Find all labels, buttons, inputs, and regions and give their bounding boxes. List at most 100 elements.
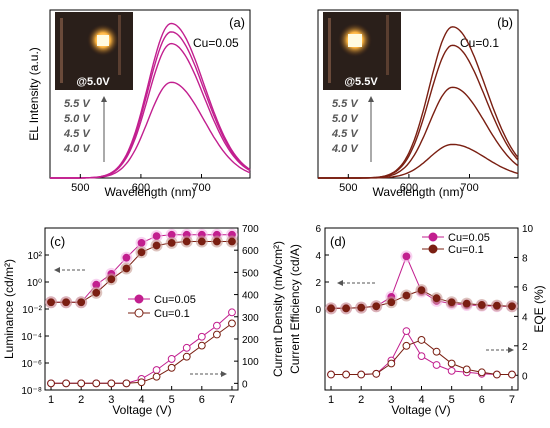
panel-d-ce-cu01-point [327,304,335,313]
panel-b: Wavelength (nm) (b) Cu=0.1 @5.5V 500 600 7… [317,9,519,199]
panel-a-xtick-label: 600 [132,182,150,194]
panel-a-annotation: Cu=0.05 [193,36,239,50]
panel-c-ytick-right-label: 500 [242,268,259,279]
panel-c-ytick-label: 10⁻² [22,305,42,316]
panel-c-ytick-right-label: 700 [242,224,259,235]
panel-c-ylabel-right: Current Density (mA/cm²) [271,241,285,377]
panel-d-ce-cu01-point [492,301,501,310]
panel-d: Current Efficiency (cd/A) EQE (%) Voltag… [288,224,546,417]
panel-d-ytick-label: 2 [315,278,321,289]
panel-a-label: (a) [229,15,245,30]
panel-d-ytick-right-label: 10 [522,224,534,235]
panel-d-ytick-label: 6 [315,224,321,235]
panel-c-xtick-label: 2 [78,394,84,406]
panel-c-xtick-label: 4 [138,394,144,406]
panel-c-current-cu005-point [152,366,161,374]
panel-d-ce-cu01-point [402,291,411,300]
panel-b-voltage-label: 5.5 V [332,98,359,110]
panel-d-xlabel: Voltage (V) [391,403,450,417]
panel-d-ce-cu01-point [432,294,441,303]
panel-d-legend: Cu=0.05 Cu=0.1 [422,232,490,256]
panel-c-ytick-right-label: 300 [242,313,259,324]
panel-b-frame [317,9,519,179]
panel-d-ce-cu01-point [342,304,351,313]
panel-c-luminance-cu01-point [77,298,86,307]
panel-d-eqe-cu01-point [402,341,411,350]
panel-c-luminance-cu01-point [212,237,221,246]
panel-c-luminance-cu01-point [228,237,236,246]
panel-c-current-cu01-point [212,330,221,339]
panel-d-ytick-right-label: 0 [522,371,528,382]
panel-d-ytick-right-label: 6 [522,283,528,294]
panel-d-eqe-cu01-point [357,370,366,379]
panel-c-ylabel: Luminance (cd/m²) [2,259,16,359]
panel-d-eqe-cu01-point [508,370,516,379]
panel-c-ytick-right-label: 0 [242,379,248,390]
panel-d-ylabel-right: EQE (%) [532,285,546,332]
panel-d-eqe-cu005-point [432,361,441,369]
panel-c-current-cu005-point [197,332,206,341]
panel-c: Luminance (cd/m²) Current Density (mA/cm… [2,224,285,417]
panel-a-xtick-label: 500 [71,182,89,194]
panel-c-current-cu01-point [107,379,116,388]
panel-d-ce-cu01-point [447,298,456,307]
panel-d-frame [324,227,519,391]
panel-c-xtick-label: 5 [169,394,175,406]
panel-d-eqe-cu01-point [342,370,351,379]
panel-a-voltage-label: 5.0 V [64,113,91,125]
panel-c-current-cu01-point [182,352,191,361]
panel-a-inset: @5.0V [55,12,133,90]
panel-c-current-cu01-point [228,319,236,328]
panel-c-luminance-cu01-point [92,288,101,297]
panel-d-eqe-cu01-point [432,347,441,356]
panel-c-current-cu01-line [51,322,233,384]
panel-a-inset-frame-line2 [118,15,121,75]
panel-d-xtick-label: 6 [479,394,485,406]
panel-c-current-cu01-point [92,379,101,388]
panel-c-current-cu005-point [182,343,191,352]
panel-b-voltage-label: 5.0 V [332,113,359,125]
panel-d-eqe-cu01-point [372,369,381,378]
panel-d-ytick-right-label: 2 [522,342,528,353]
panel-c-ytick-label: 10⁻⁴ [21,332,42,343]
panel-d-eqe-cu01-point [492,370,501,379]
panel-d-legend-label-cu005: Cu=0.05 [448,232,490,244]
panel-a-inset-label: @5.0V [76,76,110,88]
panel-d-legend-label-cu01: Cu=0.1 [448,244,484,256]
panel-b-xtick-label: 500 [339,182,357,194]
panel-c-luminance-cu005-point [122,253,131,262]
panel-c-current-cu005-point [228,308,236,317]
panel-d-label: (d) [330,234,346,249]
panel-d-legend-marker-cu01 [428,244,438,254]
panel-d-legend-marker-cu005 [428,232,438,242]
panel-d-ce-cu01-point [508,302,516,311]
panel-d-ce-cu01-point [477,301,486,309]
panel-d-eqe-cu01-point [387,359,396,368]
panel-a-voltage-label: 5.5 V [64,98,91,110]
panel-a-xlabel: Wavelength (nm) [105,185,196,199]
panel-a: EL Intensity (a.u.) Wavelength (nm) (a) … [27,9,251,199]
panel-d-eqe-cu005-point [447,366,456,375]
panel-d-eqe-cu01-point [327,370,335,379]
panel-d-eqe-cu01-point [477,368,486,377]
panel-b-inset: @5.5V [323,12,401,90]
panel-d-xtick-label: 5 [449,394,455,406]
panel-d-xtick-label: 7 [509,394,515,406]
panel-c-xtick-label: 6 [199,394,205,406]
panel-c-luminance-cu01-point [152,241,161,250]
panel-d-ce-cu01-point [462,299,471,308]
panel-c-current-cu01-point [152,372,161,381]
panel-d-ce-cu01-point [417,286,426,295]
panel-d-ytick-label: 0 [315,305,321,316]
panel-d-ylabel: Current Efficiency (cd/A) [288,244,302,374]
panel-c-ytick-right-label: 100 [242,357,259,368]
panel-c-legend-label-cu01: Cu=0.1 [154,308,190,320]
panel-a-voltage-label: 4.5 V [63,128,91,140]
panel-c-current-cu005-point [167,355,176,363]
panel-c-ytick-right-label: 600 [242,246,259,257]
panel-d-eqe-cu01-point [447,359,456,368]
panel-c-xtick-label: 3 [108,394,114,406]
panel-d-eqe-cu005-point [417,352,426,361]
panel-d-xtick-label: 4 [418,394,424,406]
panel-c-xtick-label: 1 [48,394,54,406]
